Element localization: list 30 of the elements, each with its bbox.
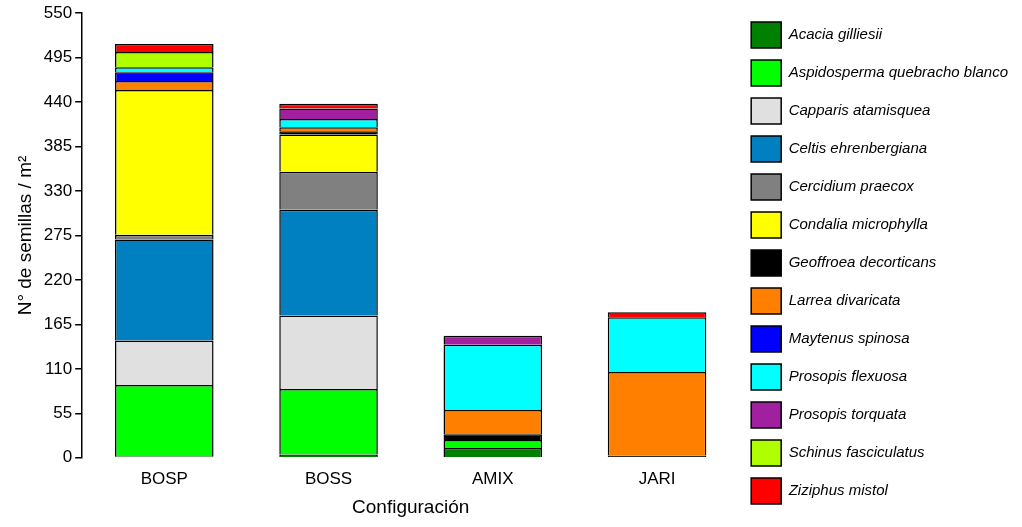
x-tick-label: BOSS <box>304 468 353 488</box>
legend-label: Geoffroea decorticans <box>788 253 937 271</box>
y-tick-label: 165 <box>43 314 73 334</box>
y-tick-label: 55 <box>53 403 73 423</box>
x-tick-label: BOSP <box>140 468 188 488</box>
y-tick-label: 275 <box>43 225 73 245</box>
legend-label: Larrea divaricata <box>788 291 901 309</box>
y-tick-label: 110 <box>45 358 73 378</box>
y-tick-label: 440 <box>43 91 73 111</box>
y-tick-label: 495 <box>43 47 73 67</box>
legend-label: Maytenus spinosa <box>788 329 910 347</box>
x-axis-title: Configuración <box>352 495 470 517</box>
y-tick-label: 550 <box>43 2 73 22</box>
y-tick-label: 0 <box>62 447 73 467</box>
legend-label: Cercidium praecox <box>788 177 915 195</box>
legend-label: Acacia gilliesii <box>787 25 883 43</box>
y-tick-label: 220 <box>43 269 73 289</box>
legend-label: Condalia microphylla <box>788 215 928 233</box>
legend-label: Ziziphus mistol <box>787 481 889 499</box>
x-tick-label: AMIX <box>472 468 514 488</box>
legend-label: Schinus fasciculatus <box>788 443 926 461</box>
legend-label: Prosopis torquata <box>788 405 907 423</box>
x-tick-label: JARI <box>638 468 676 488</box>
legend-label: Capparis atamisquea <box>788 101 931 119</box>
y-tick-label: 330 <box>43 180 73 200</box>
y-axis-title: N° de semillas / m² <box>13 155 35 316</box>
legend-label: Celtis ehrenbergiana <box>788 139 928 157</box>
y-tick-label: 385 <box>43 136 73 156</box>
legend-label: Prosopis flexuosa <box>788 367 908 385</box>
legend-label: Aspidosperma quebracho blanco <box>787 63 1008 81</box>
